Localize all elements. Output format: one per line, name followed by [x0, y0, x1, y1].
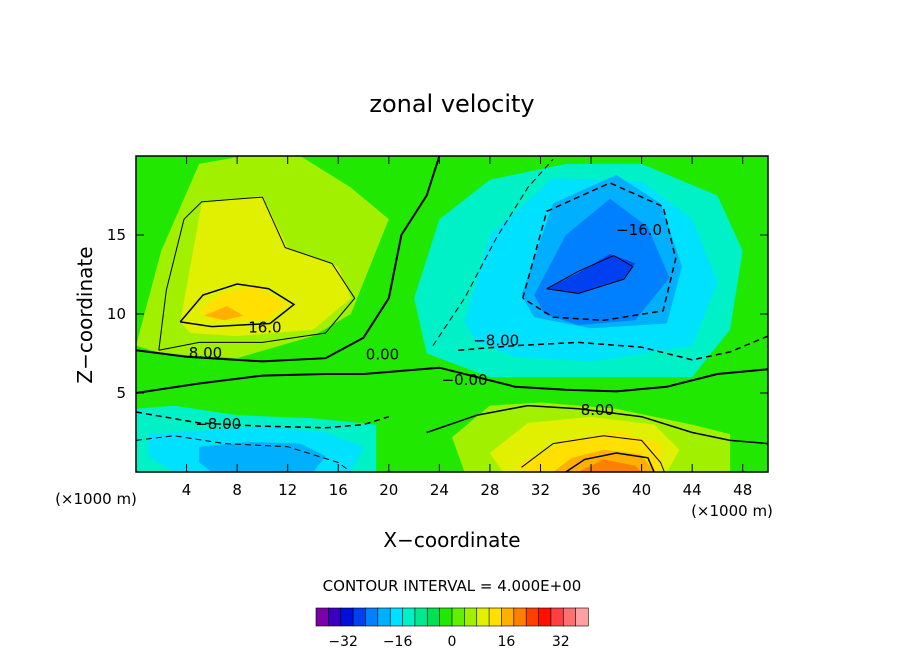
x-unit-left: (×1000 m) — [55, 490, 137, 508]
y-axis: 5 10 15 — [107, 226, 768, 402]
colorbar-swatch — [352, 607, 367, 627]
contour-line — [179, 283, 296, 328]
x-tick-label: 48 — [733, 481, 752, 499]
contour-label: −0.00 — [442, 371, 488, 389]
colorbar-swatch — [476, 607, 490, 627]
contour-label: 8.00 — [581, 401, 614, 419]
x-tick-label: 4 — [182, 481, 192, 499]
colorbar-tick-labels: −32 −16 0 16 32 — [328, 634, 569, 650]
colorbar-tick-label: 32 — [552, 634, 570, 650]
y-tick-label: 10 — [107, 305, 126, 323]
colorbar-swatch — [389, 607, 404, 627]
colorbar-swatch — [525, 607, 540, 627]
colorbar-tick-label: −16 — [383, 634, 413, 650]
y-axis-label: Z−coordinate — [73, 246, 97, 383]
contour-line — [136, 373, 364, 394]
contour-interval-label: CONTOUR INTERVAL = 4.000E+00 — [323, 577, 582, 595]
colorbar-swatch — [340, 607, 354, 627]
contour-labels: 16.0 8.00 0.00 −8.00 −0.00 8.00 −8.00 −16.0 — [189, 221, 662, 433]
colorbar — [315, 607, 589, 627]
colorbar-swatch — [377, 607, 391, 627]
colorbar-swatch — [439, 607, 453, 627]
colorbar-swatch — [562, 607, 577, 627]
colorbar-swatch — [414, 607, 428, 627]
chart-title: zonal velocity — [369, 90, 534, 118]
y-tick-label: 15 — [107, 226, 126, 244]
colorbar-swatch — [402, 607, 416, 627]
contour-label: 0.00 — [366, 346, 399, 364]
contour-line — [363, 366, 768, 393]
colorbar-swatch — [464, 607, 478, 627]
contour-lines — [136, 156, 768, 472]
contour-line — [458, 335, 768, 361]
x-tick-label: 16 — [329, 481, 348, 499]
contour-fill-region — [546, 254, 636, 294]
contour-label: −8.00 — [473, 331, 519, 349]
contour-line — [565, 452, 655, 472]
contour-line — [426, 404, 768, 445]
x-tick-label: 24 — [430, 481, 449, 499]
colorbar-swatch — [426, 607, 441, 627]
x-tick-label: 20 — [379, 481, 398, 499]
plot-field — [136, 156, 768, 472]
contour-line — [136, 156, 441, 363]
colorbar-swatch — [365, 607, 379, 627]
contour-fill-region — [199, 442, 326, 472]
x-tick-label: 32 — [531, 481, 550, 499]
x-tick-label: 40 — [632, 481, 651, 499]
colorbar-swatch — [575, 607, 589, 627]
colorbar-swatch — [501, 607, 515, 627]
contour-line — [546, 254, 634, 295]
contour-label: 16.0 — [248, 319, 281, 337]
contour-label: −16.0 — [616, 221, 662, 239]
colorbar-swatch — [513, 607, 527, 627]
contour-label: 8.00 — [189, 344, 222, 362]
contour-fill-region — [204, 306, 244, 321]
colorbar-tick-label: −32 — [328, 634, 358, 650]
contour-label: −8.00 — [195, 415, 241, 433]
contour-line — [136, 435, 352, 472]
colorbar-tick-label: 0 — [448, 634, 457, 650]
x-tick-label: 12 — [278, 481, 297, 499]
colorbar-swatch — [315, 607, 329, 627]
contour-line — [158, 196, 356, 351]
x-tick-label: 28 — [480, 481, 499, 499]
contour-line — [432, 158, 554, 346]
contour-fill-region — [578, 459, 642, 472]
y-tick-label: 5 — [116, 384, 126, 402]
x-tick-label: 36 — [581, 481, 600, 499]
x-axis-label: X−coordinate — [383, 528, 520, 552]
colorbar-swatch — [328, 607, 342, 627]
x-axis: 4 8 12 16 20 24 28 32 36 40 44 48 — [182, 156, 752, 499]
contour-line — [522, 182, 677, 322]
colorbar-swatch — [550, 607, 564, 627]
x-tick-label: 8 — [232, 481, 242, 499]
x-unit-right: (×1000 m) — [691, 502, 773, 520]
colorbar-swatch — [488, 607, 503, 627]
colorbar-swatch — [538, 607, 552, 627]
x-tick-label: 44 — [683, 481, 702, 499]
contour-line — [136, 411, 390, 429]
contour-line — [521, 435, 665, 472]
colorbar-tick-label: 16 — [497, 634, 515, 650]
colorbar-swatch — [451, 607, 465, 627]
